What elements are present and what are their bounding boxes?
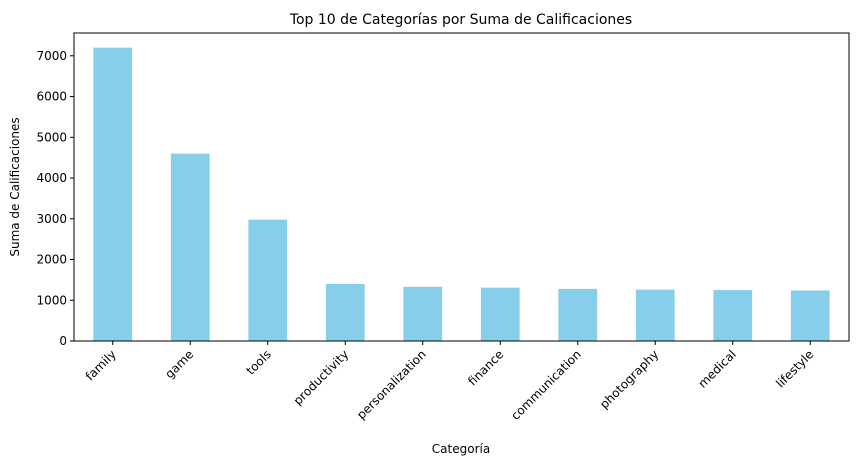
y-tick-label: 4000: [36, 171, 67, 185]
x-tick-label-tools: tools: [243, 347, 273, 377]
y-tick-label: 1000: [36, 293, 67, 307]
x-tick-label-medical: medical: [696, 347, 739, 390]
axes-layer: [73, 32, 850, 342]
y-tick-label: 2000: [36, 253, 67, 267]
bar-finance: [480, 287, 520, 341]
x-tick-label-finance: finance: [465, 347, 506, 388]
x-tick-label-photography: photography: [597, 347, 661, 411]
x-tick-label-lifestyle: lifestyle: [773, 347, 816, 390]
bar-communication: [558, 288, 598, 341]
x-tick-label-game: game: [162, 347, 196, 381]
bar-medical: [713, 290, 753, 341]
bar-productivity: [325, 283, 365, 341]
y-tick-label: 7000: [36, 49, 67, 63]
chart-title: Top 10 de Categorías por Suma de Calific…: [289, 12, 632, 28]
x-axis-ticks: family game tools productivity personalizati…: [83, 341, 816, 423]
x-tick-label-family: family: [83, 347, 119, 383]
bar-game: [170, 153, 210, 341]
plot-frame: [73, 32, 850, 342]
y-tick-label: 5000: [36, 130, 67, 144]
y-axis-ticks: 0 1000 2000 3000 4000 5000 6000 7000: [36, 49, 74, 348]
y-tick-label: 6000: [36, 90, 67, 104]
bar-personalization: [403, 286, 443, 341]
y-tick-label: 0: [59, 334, 67, 348]
bar-lifestyle: [790, 290, 830, 341]
x-tick-label-communication: communication: [508, 347, 584, 423]
bar-photography: [635, 289, 675, 341]
x-axis-title: Categoría: [432, 442, 490, 456]
y-axis-title: Suma de Calificaciones: [8, 117, 22, 256]
bars-layer: [93, 47, 830, 342]
x-tick-label-productivity: productivity: [291, 347, 352, 408]
y-tick-label: 3000: [36, 212, 67, 226]
x-tick-label-personalization: personalization: [354, 347, 429, 422]
bar-tools: [248, 219, 288, 341]
bar-family: [93, 47, 133, 342]
